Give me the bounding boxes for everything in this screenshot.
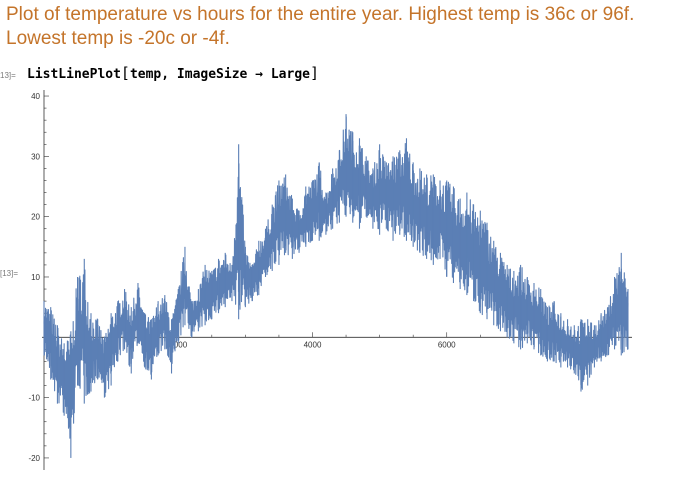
y-tick-label: 20 xyxy=(31,213,40,222)
output-cell-label: [13]= xyxy=(0,269,19,278)
x-tick-label: 6000 xyxy=(438,340,456,349)
y-tick-label: 30 xyxy=(31,152,40,161)
y-tick-label: -10 xyxy=(28,394,40,403)
notebook-text-cell: Plot of temperature vs hours for the ent… xyxy=(6,3,690,51)
x-tick-label: 4000 xyxy=(304,340,322,349)
note-line-1: Plot of temperature vs hours for the ent… xyxy=(6,4,635,25)
code-open-bracket: [ xyxy=(120,64,130,82)
code-function: ListLinePlot xyxy=(27,67,121,82)
y-tick-label: 40 xyxy=(31,92,40,101)
y-tick-label: -20 xyxy=(28,454,40,463)
x-tick-label: 2000 xyxy=(169,340,187,349)
input-cell-label: 13]= xyxy=(0,71,16,80)
chart-series xyxy=(43,114,629,458)
code-args: temp, ImageSize → Large xyxy=(129,67,310,82)
y-tick-label: 10 xyxy=(31,273,40,282)
temperature-series-line xyxy=(43,116,629,439)
code-close-bracket: ] xyxy=(309,64,319,82)
input-code[interactable]: ListLinePlot[temp, ImageSize → Large] xyxy=(27,64,319,82)
note-line-2: Lowest temp is -20c or -4f. xyxy=(6,28,230,49)
